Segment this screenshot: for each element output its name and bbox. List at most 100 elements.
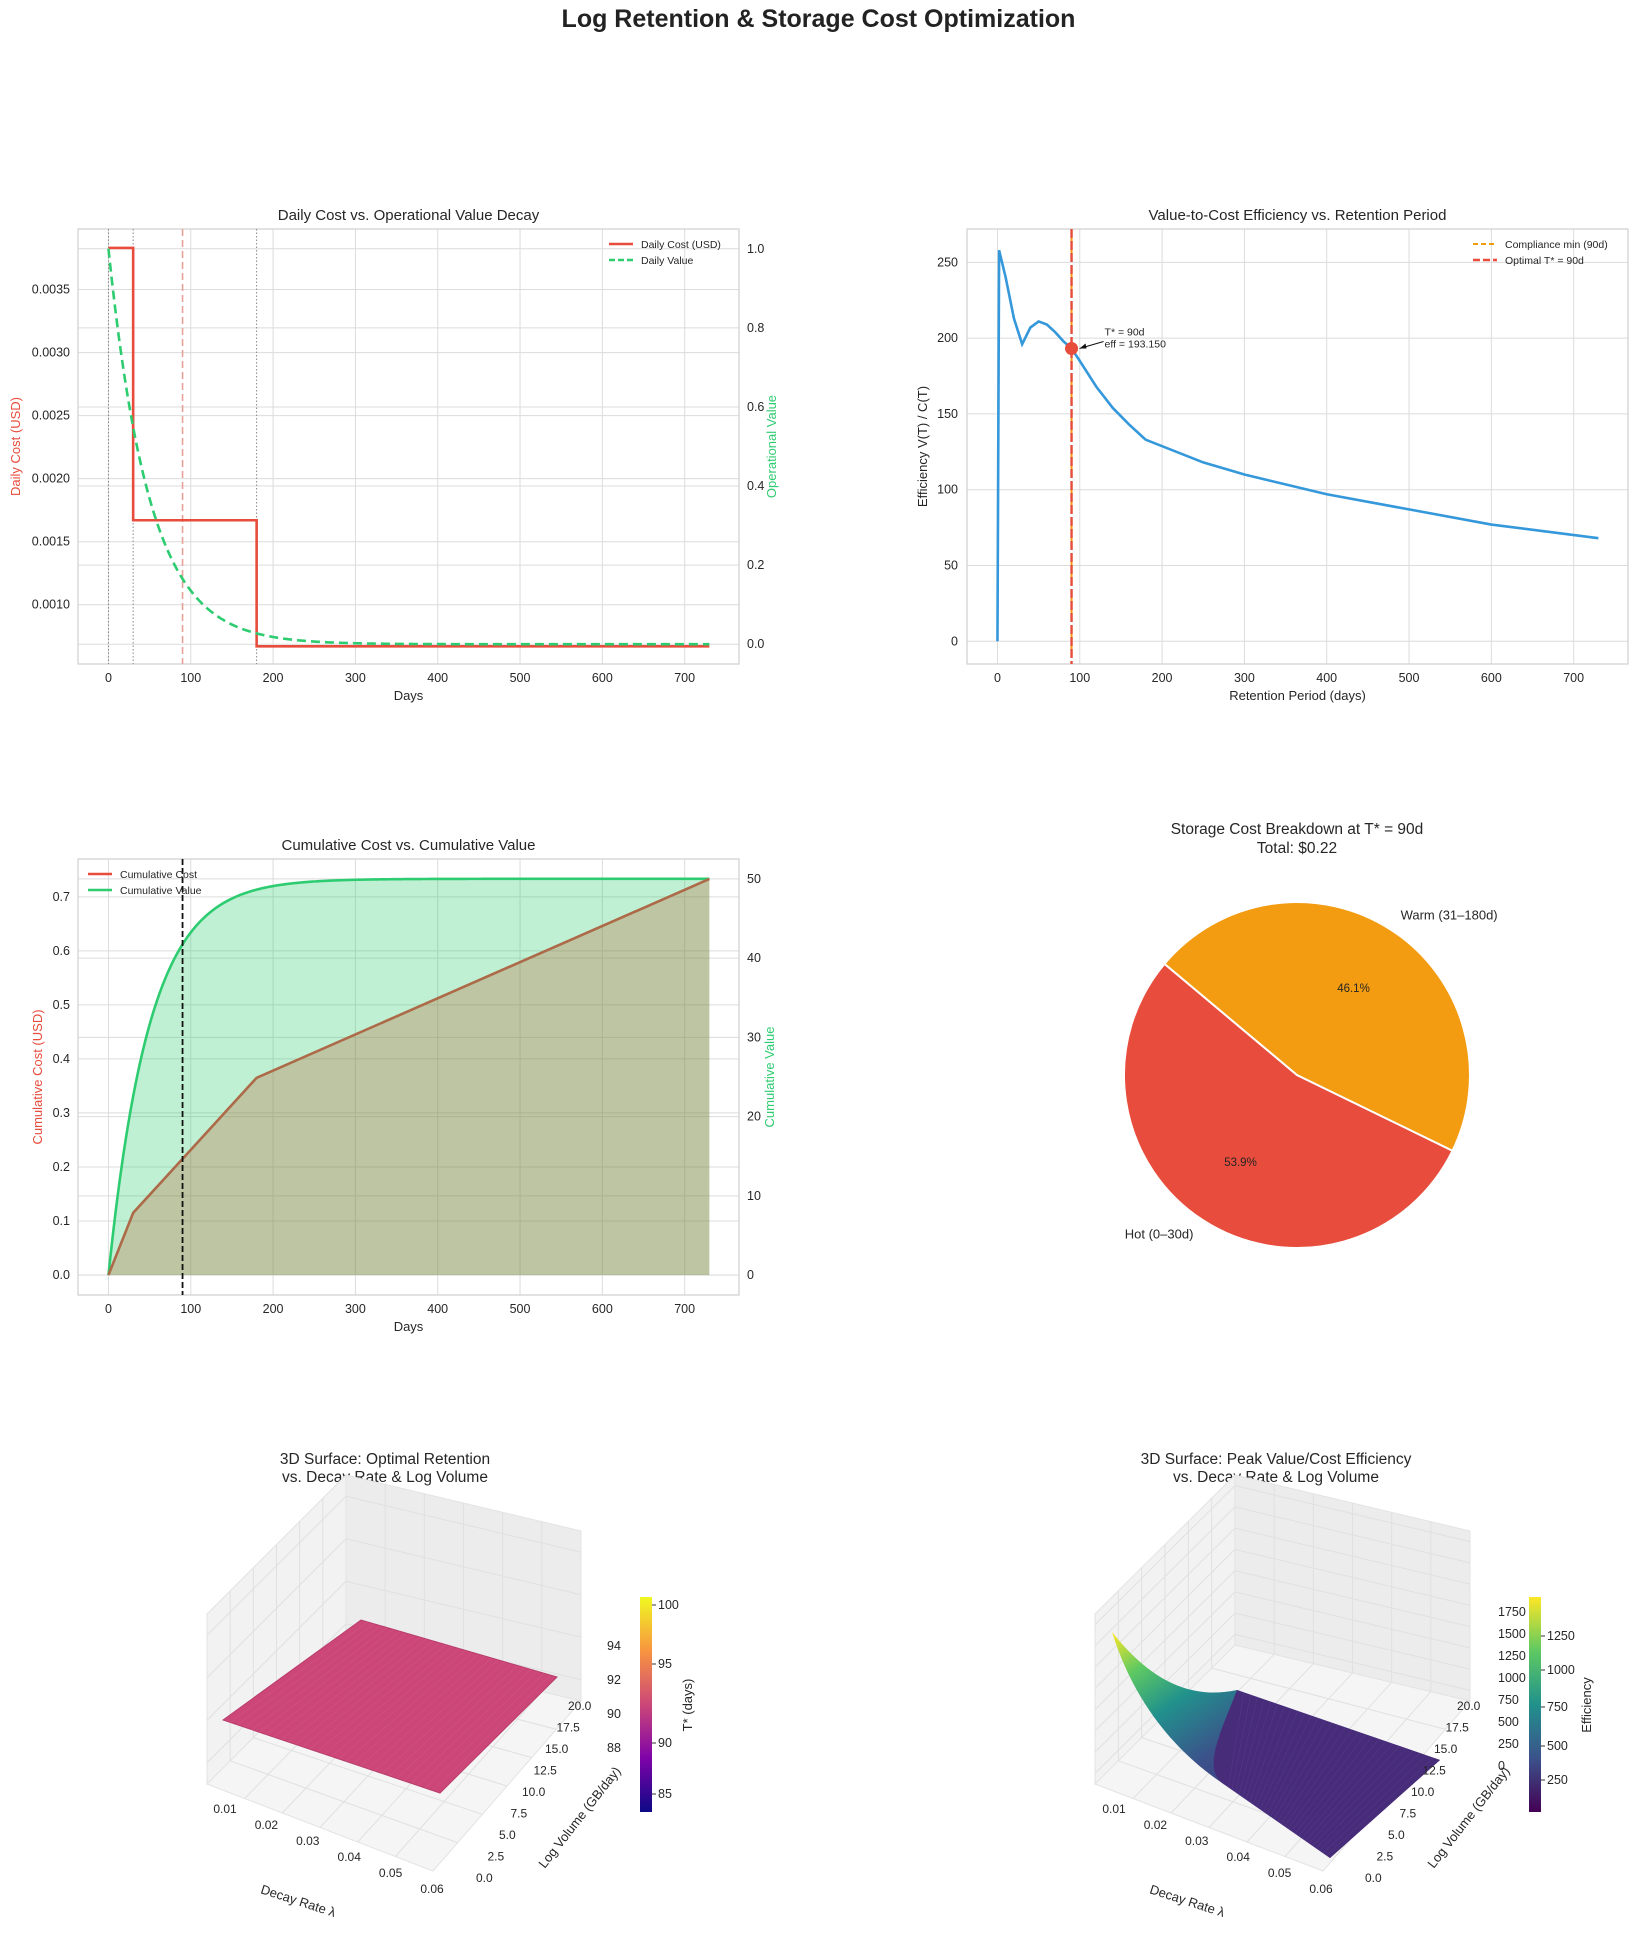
y-axis-label: Cumulative Cost (USD) (30, 1009, 45, 1144)
x-tick-label: 300 (345, 1302, 366, 1316)
grid-line-z (1094, 1549, 1236, 1689)
y-tick-label: 20.0 (1457, 1699, 1481, 1713)
chart-subtitle: vs. Decay Rate & Log Volume (282, 1469, 488, 1486)
colorbar-label: T* (days) (680, 1679, 695, 1732)
y-tick-label: 0.0015 (32, 535, 70, 549)
y-tick-label: 15.0 (1434, 1742, 1458, 1756)
z-tick-label: 90 (607, 1707, 621, 1721)
y2-tick-label: 0.8 (747, 321, 764, 335)
x-tick-label: 300 (345, 671, 366, 685)
y2-axis-label: Operational Value (764, 395, 779, 498)
chart-subtitle: vs. Decay Rate & Log Volume (1173, 1469, 1379, 1486)
y2-axis-label: Cumulative Value (762, 1027, 777, 1128)
colorbar-tick-label: 100 (658, 1598, 679, 1612)
y-tick-label: 0.4 (53, 1052, 70, 1066)
y-tick-label: 2.5 (488, 1850, 505, 1864)
grid-line-z (1234, 1485, 1471, 1543)
z-tick-label: 1500 (1498, 1627, 1526, 1641)
surface-mesh (1252, 1708, 1292, 1805)
surface-mesh (374, 1659, 499, 1772)
z-tick-label: 1250 (1498, 1649, 1526, 1663)
surface-mesh (410, 1669, 532, 1784)
y-axis-label: Efficiency V(T) / C(T) (915, 386, 930, 507)
efficiency-curve (996, 249, 1599, 642)
chart-title: Value-to-Cost Efficiency vs. Retention P… (1149, 207, 1447, 224)
surface-mesh (309, 1642, 440, 1750)
grid-line-z (1234, 1570, 1471, 1628)
x-tick-label: 100 (180, 1302, 201, 1316)
x-tick-label: 300 (1234, 671, 1255, 685)
grid-line-z (1094, 1506, 1236, 1647)
x-axis-label: Retention Period (days) (1229, 688, 1366, 703)
colorbar-tick-label: 1250 (1547, 1629, 1575, 1643)
y-tick-label: 17.5 (557, 1721, 581, 1735)
surface-mesh (1301, 1741, 1387, 1839)
surface-mesh (237, 1623, 375, 1726)
x-tick-label: 0.05 (379, 1866, 403, 1880)
grid-line-z (1234, 1506, 1471, 1564)
x-tick-label: 400 (427, 1302, 448, 1316)
x-tick-label: 0 (105, 1302, 112, 1316)
chart-title: 3D Surface: Peak Value/Cost Efficiency (1141, 1451, 1412, 1468)
x-axis-label: Decay Rate λ (259, 1882, 338, 1921)
cumulative-cost-area (108, 878, 710, 1276)
surface-mesh (353, 1653, 479, 1765)
grid-line-z (206, 1495, 347, 1636)
y2-tick-label: 0.0 (747, 637, 764, 651)
chart-title: Cumulative Cost vs. Cumulative Value (282, 837, 536, 854)
grid-line-z (1094, 1591, 1236, 1732)
y-tick-label: 5.0 (499, 1828, 516, 1842)
y2-tick-label: 30 (747, 1030, 761, 1044)
surface-mesh (432, 1674, 551, 1791)
surface-mesh (1242, 1701, 1272, 1798)
z-tick-label: 250 (1498, 1737, 1519, 1751)
annotation-text: T* = 90d (1105, 327, 1145, 339)
x-tick-label: 0.04 (338, 1850, 362, 1864)
y-axis-label: Daily Cost (USD) (8, 397, 23, 496)
y-axis-label: Log Volume (GB/day) (1424, 1764, 1512, 1871)
z-tick-label: 0 (1498, 1759, 1505, 1773)
daily-cost-line (108, 246, 710, 648)
axes-frame (77, 858, 740, 1296)
surface-mesh (1238, 1699, 1265, 1795)
surface-mesh (1245, 1703, 1278, 1800)
y2-tick-label: 0 (747, 1268, 754, 1282)
y-tick-label: 12.5 (534, 1764, 558, 1778)
y-tick-label: 150 (937, 407, 958, 421)
annotation-arrowhead (1079, 343, 1087, 349)
z-tick-label: 92 (607, 1673, 621, 1687)
chart-subtitle: Total: $0.22 (1257, 840, 1337, 857)
x-tick-label: 100 (180, 671, 201, 685)
surface-mesh (381, 1661, 505, 1774)
y2-tick-label: 50 (747, 872, 761, 886)
z-tick-label: 750 (1498, 1693, 1519, 1707)
surface-mesh (418, 1671, 538, 1786)
surface-mesh (258, 1629, 394, 1733)
x-tick-label: 700 (674, 1302, 695, 1316)
colorbar (1529, 1597, 1541, 1812)
surface-mesh (1287, 1731, 1360, 1829)
grid-line-z (345, 1580, 582, 1638)
y-tick-label: 0.1 (53, 1214, 70, 1228)
surface-mesh (1266, 1717, 1319, 1815)
x-axis-label: Days (394, 1319, 424, 1334)
colorbar-tick-label: 750 (1547, 1700, 1568, 1714)
y-tick-label: 0.6 (53, 944, 70, 958)
x-tick-label: 200 (263, 1302, 284, 1316)
chart-title: Storage Cost Breakdown at T* = 90d (1171, 821, 1424, 838)
y-tick-label: 0.2 (53, 1160, 70, 1174)
x-tick-label: 700 (1563, 671, 1584, 685)
surface-mesh (287, 1636, 420, 1743)
colorbar-tick-label: 500 (1547, 1739, 1568, 1753)
y-tick-label: 12.5 (1423, 1764, 1447, 1778)
colorbar-tick-label: 85 (658, 1787, 672, 1801)
z-tick-label: 1750 (1498, 1605, 1526, 1619)
surface-mesh (1284, 1729, 1353, 1827)
y-tick-label: 0.0010 (32, 598, 70, 612)
x-tick-label: 0.05 (1268, 1866, 1292, 1880)
grid-line-z (1234, 1527, 1471, 1585)
optimal-point (1065, 342, 1079, 356)
x-tick-label: 400 (1316, 671, 1337, 685)
